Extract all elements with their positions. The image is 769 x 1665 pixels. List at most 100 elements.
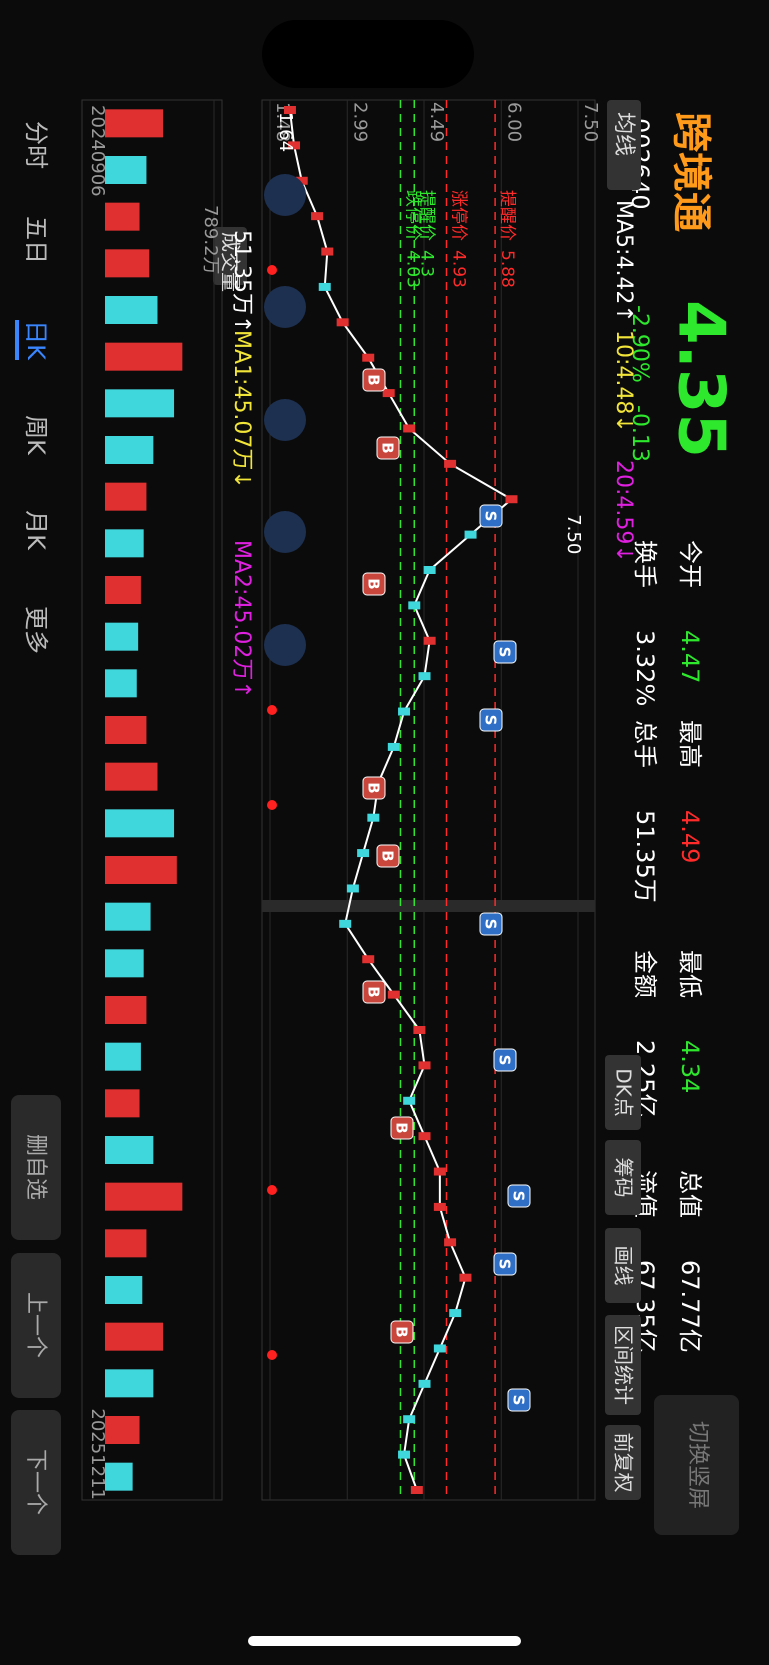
price-frame — [261, 99, 596, 1501]
chart-control[interactable] — [264, 399, 306, 441]
ref-value: 5.88 — [497, 250, 517, 288]
notch — [262, 20, 474, 88]
dot — [267, 705, 277, 715]
price-line — [288, 109, 514, 1491]
trade-marker-bg — [376, 844, 400, 868]
trade-marker: S — [482, 919, 500, 930]
tab[interactable]: 日K — [22, 320, 50, 361]
trade-marker-bg — [507, 1184, 531, 1208]
tab[interactable]: 五日 — [22, 216, 50, 264]
tool-button[interactable]: DK点 — [612, 1068, 636, 1117]
ref-value: 4.03 — [402, 250, 422, 288]
volume-bar — [104, 296, 158, 324]
stat-value: 4.47 — [676, 630, 704, 683]
button-bg[interactable] — [11, 1410, 61, 1555]
trade-marker-bg — [507, 1388, 531, 1412]
tool-button-bg[interactable] — [605, 1055, 641, 1130]
chart-control[interactable] — [264, 511, 306, 553]
y-tick-label: 4.49 — [426, 102, 447, 142]
tab[interactable]: 更多 — [22, 606, 50, 654]
switch-button-bg[interactable] — [654, 1395, 739, 1535]
trade-marker-bg — [362, 368, 386, 392]
candle — [418, 1061, 431, 1070]
stat-label: 金额 — [631, 950, 659, 998]
trade-marker: S — [482, 715, 500, 726]
candle — [311, 212, 324, 221]
volume-bar — [105, 996, 147, 1024]
trade-marker-bg — [362, 572, 386, 596]
button-bg[interactable] — [11, 1095, 61, 1240]
y-tick-label: 7.50 — [580, 102, 601, 142]
tab-underline — [15, 320, 19, 360]
bottom-button[interactable]: 下一个 — [23, 1449, 48, 1515]
tool-button-bg[interactable] — [605, 1228, 641, 1303]
y-tick-label: 2.99 — [349, 102, 370, 142]
tab[interactable]: 月K — [22, 510, 50, 551]
volume-item: MA2:45.02万↑ — [229, 540, 254, 699]
tool-button[interactable]: 区间统计 — [612, 1325, 636, 1405]
candle — [408, 601, 421, 610]
tool-button-bg[interactable] — [605, 1425, 641, 1500]
button-bg[interactable] — [11, 1253, 61, 1398]
trade-marker: S — [510, 1395, 528, 1406]
bottom-button[interactable]: 上一个 — [23, 1292, 48, 1358]
volume-button-bg[interactable] — [213, 227, 247, 285]
tool-button[interactable]: 前复权 — [612, 1433, 636, 1493]
tool-button-bg[interactable] — [605, 1315, 641, 1415]
stat-label: 总手 — [631, 720, 659, 768]
stat-value: 4.49 — [676, 810, 704, 863]
volume-bar — [105, 1229, 147, 1258]
candle — [433, 1202, 446, 1211]
volume-button[interactable]: 成交量 — [219, 232, 243, 292]
volume-bar — [104, 529, 144, 558]
trade-marker: B — [393, 1326, 411, 1337]
trade-marker-bg — [479, 708, 503, 732]
trade-marker-bg — [493, 1252, 517, 1276]
candle — [403, 424, 416, 433]
switch-button[interactable]: 切换竖屏 — [685, 1421, 710, 1509]
dot — [267, 1350, 277, 1360]
candle — [444, 459, 457, 468]
candle — [433, 1344, 446, 1353]
tool-button[interactable]: 画线 — [612, 1246, 636, 1286]
tool-button-bg[interactable] — [605, 1140, 641, 1215]
tab[interactable]: 周K — [22, 415, 50, 456]
trade-marker: S — [496, 1055, 514, 1066]
volume-bar — [105, 856, 177, 884]
stat-value: 51.35万 — [631, 810, 659, 903]
candle — [410, 1486, 423, 1494]
candle — [398, 707, 411, 716]
chart-control[interactable] — [264, 286, 306, 328]
bottom-button[interactable]: 删自选 — [23, 1134, 48, 1200]
y-tick-label: 789.2万 — [200, 205, 221, 275]
home-indicator — [248, 1636, 521, 1646]
volume-bar — [105, 249, 150, 278]
ma-item: 20:4.59↓ — [611, 460, 636, 563]
chart-control[interactable] — [264, 174, 306, 216]
dot — [267, 265, 277, 275]
volume-item: MA1:45.07万↓ — [229, 330, 254, 489]
ref-value: 4.3 — [416, 250, 436, 277]
volume-bar — [104, 949, 144, 978]
ref-label: 提醒价 — [416, 190, 436, 241]
candle — [444, 1238, 457, 1247]
trade-marker: S — [482, 511, 500, 522]
trade-marker-bg — [479, 912, 503, 936]
ref-label: 涨停价 — [449, 190, 469, 241]
tab[interactable]: 分时 — [22, 121, 50, 169]
trade-marker: B — [379, 850, 397, 861]
volume-bar — [104, 342, 183, 371]
candle — [433, 1167, 446, 1176]
change: -0.13 — [627, 405, 652, 462]
ma-button-bg[interactable] — [607, 100, 641, 190]
candle — [464, 530, 477, 539]
stock-name: 跨境通 — [668, 112, 714, 232]
chart-control[interactable] — [264, 624, 306, 666]
stat-value: 3.32% — [631, 630, 659, 706]
ma-button[interactable]: 均线 — [611, 112, 636, 156]
tool-button[interactable]: 筹码 — [612, 1158, 636, 1198]
candle — [318, 282, 331, 291]
volume-bar — [104, 202, 140, 231]
candle — [339, 919, 352, 928]
